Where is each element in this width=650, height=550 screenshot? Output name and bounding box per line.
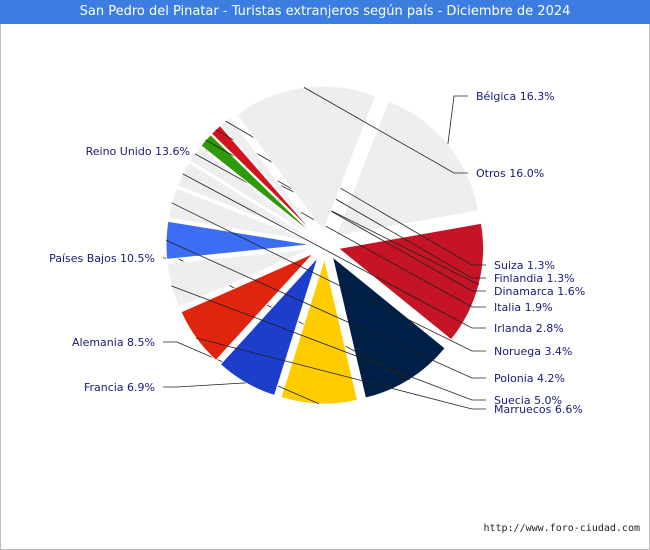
leader-line-noruega: [171, 202, 486, 352]
leader-line-francia: [163, 382, 246, 388]
leader-line-otros: [303, 87, 468, 174]
source-url: http://www.foro-ciudad.com: [483, 523, 640, 534]
leader-line-belgica: [447, 95, 468, 145]
leader-line-suecia: [171, 285, 486, 401]
slice-label-marruecos: Marruecos 6.6%: [494, 403, 583, 416]
slice-label-francia: Francia 6.9%: [84, 381, 155, 394]
slice-label-reino-unido: Reino Unido 13.6%: [86, 145, 190, 158]
slice-label-suecia: Suecia 5.0%: [494, 394, 562, 407]
slice-label-alemania: Alemania 8.5%: [72, 336, 155, 349]
pie-slice-irlanda: [176, 162, 313, 240]
pie-slice-francia: [219, 256, 319, 397]
slice-label-italia: Italia 1.9%: [494, 301, 553, 314]
slice-label-suiza: Suiza 1.3%: [494, 259, 555, 272]
pie-slice-polonia: [165, 220, 312, 260]
pie-slice-paises-bajos: [331, 255, 446, 399]
slice-label-noruega: Noruega 3.4%: [494, 345, 572, 358]
slice-label-belgica: Bélgica 16.3%: [476, 90, 555, 103]
slice-label-dinamarca: Dinamarca 1.6%: [494, 285, 585, 298]
slice-label-finlandia: Finlandia 1.3%: [494, 272, 575, 285]
slice-label-polonia: Polonia 4.2%: [494, 372, 565, 385]
slice-label-otros: Otros 16.0%: [476, 167, 544, 180]
pie-slice-alemania: [280, 257, 359, 405]
leader-line-irlanda: [182, 173, 486, 329]
slice-label-irlanda: Irlanda 2.8%: [494, 322, 564, 335]
leader-line-polonia: [165, 239, 486, 379]
leader-line-marruecos: [195, 337, 486, 410]
pie-slice-belgica: [335, 100, 480, 237]
chart-title: San Pedro del Pinatar - Turistas extranj…: [0, 0, 650, 24]
slice-label-paises-bajos: Países Bajos 10.5%: [49, 252, 155, 265]
